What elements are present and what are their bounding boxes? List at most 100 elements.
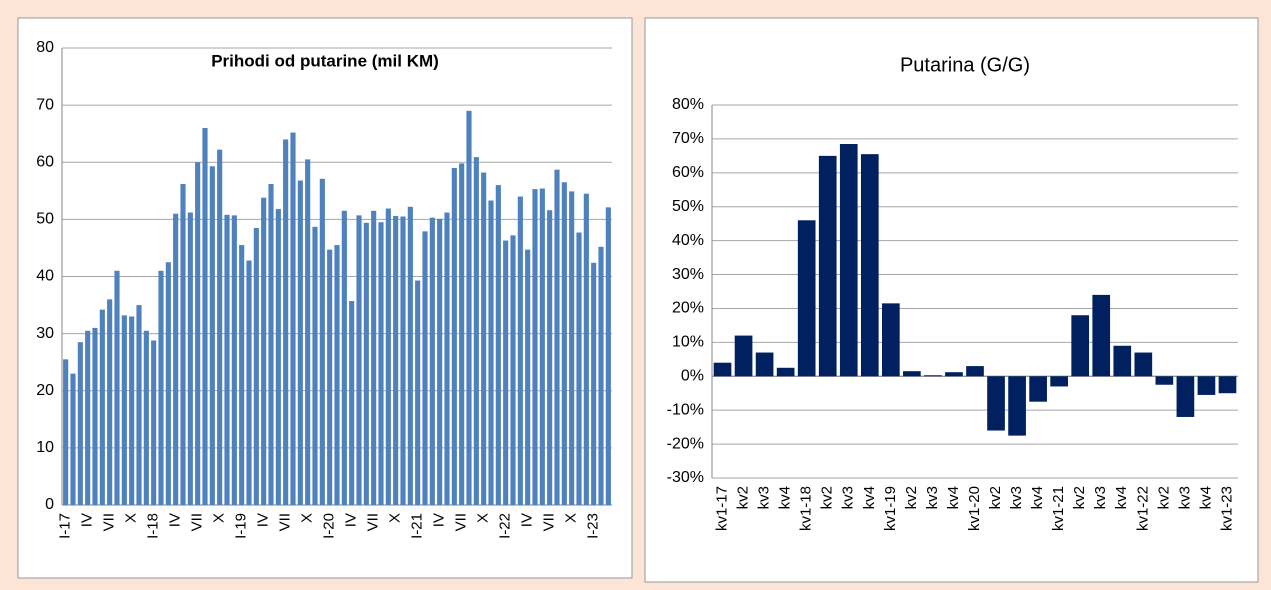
bar: [385, 208, 391, 506]
bar: [151, 340, 157, 505]
x-tick-label: I-18: [145, 513, 162, 539]
x-tick-label: kv3: [924, 486, 941, 509]
x-tick-label: I-23: [585, 513, 602, 539]
x-tick-label: X: [299, 513, 316, 523]
y-tick-label: 80%: [672, 96, 704, 113]
x-tick-label: kv2: [903, 486, 920, 509]
bar: [1092, 294, 1111, 377]
bar: [797, 220, 816, 377]
bar: [532, 189, 538, 505]
x-tick-label: kv2: [735, 486, 752, 509]
y-tick-label: -10%: [667, 401, 704, 418]
bar: [1029, 376, 1047, 402]
bar: [539, 188, 545, 505]
bar: [305, 159, 311, 506]
bar: [70, 373, 76, 505]
x-tick-label: VII: [453, 513, 470, 531]
bar: [195, 162, 201, 505]
y-tick-label: 40%: [672, 232, 704, 249]
bar: [488, 200, 494, 505]
y-tick-label: 0: [45, 496, 54, 513]
bar: [356, 215, 362, 505]
bar: [275, 209, 281, 505]
bar: [444, 212, 450, 505]
bar: [334, 245, 340, 506]
bar: [839, 143, 858, 377]
y-tick-label: 0%: [681, 367, 704, 384]
x-tick-label: IV: [167, 513, 184, 527]
bar: [510, 235, 516, 505]
bar: [165, 262, 171, 505]
y-tick-label: 20%: [672, 300, 704, 317]
bar: [605, 207, 611, 505]
y-tick-label: 50: [36, 211, 54, 228]
x-tick-label: X: [475, 513, 492, 523]
y-tick-label: 70: [36, 96, 54, 113]
y-tick-label: 80: [36, 39, 54, 56]
bar: [268, 183, 274, 505]
y-tick-label: 50%: [672, 198, 704, 215]
bar: [966, 366, 984, 377]
y-tick-label: 20: [36, 382, 54, 399]
bar: [569, 191, 575, 506]
y-tick-label: 30: [36, 325, 54, 342]
bar: [400, 216, 406, 506]
x-tick-label: IV: [343, 513, 360, 527]
bar: [1176, 376, 1195, 417]
bar: [776, 367, 795, 377]
y-tick-label: -20%: [667, 435, 704, 452]
bar: [473, 157, 479, 505]
bar: [77, 342, 83, 505]
x-tick-label: kv4: [1113, 486, 1130, 509]
bar: [1134, 352, 1153, 377]
bar: [378, 222, 384, 505]
bar: [1155, 376, 1174, 385]
bar: [224, 214, 230, 505]
bar: [987, 376, 1005, 431]
bar: [422, 231, 428, 505]
bar: [517, 196, 523, 505]
bar: [466, 110, 472, 506]
bar: [136, 305, 142, 505]
x-tick-label: kv4: [861, 486, 878, 509]
y-tick-label: -30%: [667, 469, 704, 486]
bar: [495, 185, 501, 505]
bar: [349, 301, 355, 505]
x-tick-label: IV: [79, 513, 96, 527]
bar: [561, 182, 567, 505]
bar: [341, 210, 347, 505]
x-tick-label: VII: [365, 513, 382, 531]
chart-title: Prihodi od putarine (mil KM): [211, 51, 439, 70]
x-tick-label: kv1-19: [882, 486, 899, 531]
bar: [187, 212, 193, 505]
bar: [818, 155, 837, 377]
bar: [297, 180, 303, 505]
bar: [882, 303, 900, 377]
bar: [158, 270, 164, 505]
y-tick-label: 10: [36, 439, 54, 456]
x-tick-label: kv4: [1197, 486, 1214, 509]
x-tick-label: VII: [541, 513, 558, 531]
bar: [121, 315, 127, 505]
bar: [327, 249, 333, 505]
bar: [107, 299, 113, 505]
bar: [63, 359, 69, 505]
bar: [114, 270, 120, 505]
bar: [924, 375, 942, 377]
bar: [451, 167, 457, 505]
x-tick-label: kv1-23: [1218, 486, 1235, 531]
bar: [261, 197, 267, 506]
x-tick-label: kv2: [1155, 486, 1172, 509]
panel-right: [644, 17, 1259, 583]
x-tick-label: VII: [189, 513, 206, 531]
bar: [547, 210, 553, 506]
bar: [209, 166, 215, 505]
bar: [239, 245, 245, 506]
bar: [371, 210, 377, 505]
bar: [173, 213, 179, 505]
x-tick-label: kv2: [987, 486, 1004, 509]
x-tick-label: kv1-21: [1050, 486, 1067, 531]
y-tick-label: 30%: [672, 266, 704, 283]
